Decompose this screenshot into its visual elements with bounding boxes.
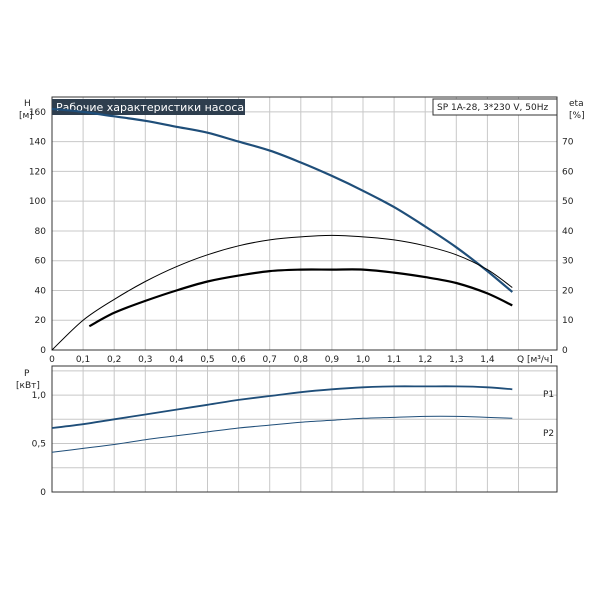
y-left-tick-label: 40: [35, 286, 47, 296]
x-tick-label: 1,0: [356, 355, 371, 365]
y-left-tick-label: 60: [35, 257, 47, 267]
y-right-tick-label: 0: [562, 346, 568, 356]
series-label-p1: P1: [543, 390, 554, 400]
y-right-tick-label: 50: [562, 197, 574, 207]
x-axis-label: Q [м³/ч]: [517, 355, 553, 365]
y-left-axis-label: H: [24, 99, 31, 109]
x-tick-label: 0,6: [231, 355, 246, 365]
model-label: SP 1A-28, 3*230 V, 50Hz: [437, 103, 548, 113]
power-tick-label: 0,5: [32, 440, 46, 450]
power-axis-unit: [кВт]: [16, 381, 40, 391]
efficiency-curve: [51, 234, 513, 351]
y-left-tick-labels: 0 20 40 60 80 100 120 140 160: [29, 108, 46, 356]
y-left-tick-label: 160: [29, 108, 46, 118]
x-tick-label: 1,4: [480, 355, 495, 365]
bottom-chart-frame: [51, 365, 558, 493]
x-tick-label: 0,2: [107, 355, 121, 365]
series-label-p2: P2: [543, 429, 554, 439]
bottom-chart-grid: [51, 366, 557, 492]
x-tick-label: 0,4: [169, 355, 184, 365]
y-left-tick-label: 80: [35, 227, 47, 237]
power-p1-curve: [51, 385, 513, 429]
top-chart-grid: [51, 97, 557, 350]
y-right-axis-unit: [%]: [569, 111, 585, 121]
x-tick-label: 0,3: [138, 355, 152, 365]
chart-title-box: [52, 99, 245, 115]
x-tick-label: 0,7: [263, 355, 277, 365]
x-tick-labels: 0 0,1 0,2 0,3 0,4 0,5 0,6 0,7 0,8 0,9 1,0 1,1 1,2 1,3…: [49, 355, 495, 365]
power-axis-label: P: [24, 369, 30, 379]
y-left-tick-label: 140: [29, 138, 46, 148]
top-chart-frame: [51, 96, 558, 351]
head-curve: [51, 107, 514, 293]
y-right-tick-labels: 0 10 20 30 40 50 60 70: [562, 138, 574, 356]
y-right-tick-label: 30: [562, 257, 574, 267]
y-left-axis-unit: [м]: [19, 111, 33, 121]
y-right-tick-label: 40: [562, 227, 574, 237]
head-curve-2: [88, 268, 513, 328]
y-right-axis-label: eta: [569, 99, 584, 109]
power-p2-curve: [51, 415, 513, 453]
model-label-box: [432, 98, 558, 116]
power-tick-label: 0: [40, 488, 46, 498]
power-tick-label: 1,0: [32, 391, 47, 401]
y-left-tick-label: 100: [29, 197, 46, 207]
x-tick-label: 0,9: [325, 355, 340, 365]
x-tick-label: 0,1: [76, 355, 90, 365]
x-tick-label: 1,3: [449, 355, 463, 365]
y-left-tick-label: 0: [40, 346, 46, 356]
y-right-tick-label: 70: [562, 138, 574, 148]
chart-title: Рабочие характеристики насоса: [56, 101, 244, 114]
x-tick-label: 0,8: [294, 355, 309, 365]
y-left-tick-label: 120: [29, 167, 46, 177]
y-left-tick-label: 20: [35, 316, 47, 326]
x-tick-label: 1,2: [418, 355, 432, 365]
x-tick-label: 0: [49, 355, 55, 365]
y-right-tick-label: 20: [562, 286, 574, 296]
x-tick-label: 0,5: [200, 355, 214, 365]
x-tick-label: 1,1: [387, 355, 401, 365]
y-right-tick-label: 10: [562, 316, 574, 326]
power-tick-labels: 0 0,5 1,0: [32, 391, 47, 498]
y-right-tick-label: 60: [562, 167, 574, 177]
